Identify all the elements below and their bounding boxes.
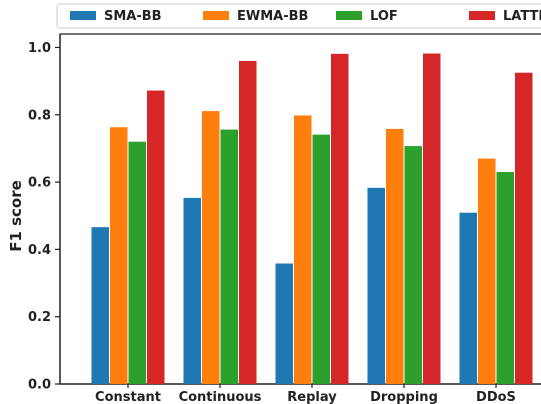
y-tick-label: 0.6 [28, 176, 51, 191]
y-axis-title: F1 score [7, 180, 25, 252]
bar-lof-constant [128, 141, 146, 384]
bar-sma-bb-replay [275, 263, 293, 384]
y-tick-label: 0.2 [28, 310, 51, 325]
x-tick-label: Dropping [370, 390, 438, 404]
bar-lof-ddos [496, 171, 514, 384]
bar-ewma-bb-continuous [202, 111, 220, 384]
x-tick-label: Replay [287, 390, 337, 404]
bar-ewma-bb-ddos [478, 158, 496, 384]
x-tick-label: Constant [95, 390, 161, 404]
x-tick-label: DDoS [476, 390, 516, 404]
y-tick-label: 1.0 [28, 41, 51, 56]
bar-lof-continuous [220, 129, 238, 384]
x-tick-label: Continuous [179, 390, 262, 404]
bar-sma-bb-dropping [367, 187, 385, 384]
legend-label-sma-bb: SMA-BB [104, 9, 162, 24]
y-axis-ticks: 0.0 0.2 0.4 0.6 0.8 1.0 [28, 41, 60, 393]
legend-swatch-lof [336, 11, 362, 20]
legend-label-lof: LOF [370, 9, 398, 24]
legend-label-ewma-bb: EWMA-BB [237, 9, 308, 24]
y-tick-label: 0.0 [28, 378, 51, 393]
y-tick-label: 0.4 [28, 243, 51, 258]
legend-swatch-ewma-bb [203, 11, 229, 20]
y-tick-label: 0.8 [28, 108, 51, 123]
bar-latte-replay [331, 53, 349, 384]
bar-latte-constant [147, 90, 165, 385]
bar-ewma-bb-replay [294, 115, 312, 384]
legend-swatch-latte [469, 11, 495, 20]
bar-latte-ddos [515, 72, 533, 385]
bar-sma-bb-continuous [183, 197, 201, 384]
bar-lof-replay [312, 134, 330, 384]
legend: SMA-BB EWMA-BB LOF LATTE [56, 3, 541, 29]
x-axis-ticks: Constant Continuous Replay Dropping DDoS [95, 384, 516, 404]
bar-sma-bb-constant [91, 227, 109, 384]
bar-ewma-bb-dropping [386, 128, 404, 384]
bar-sma-bb-ddos [459, 212, 477, 384]
bar-lof-dropping [404, 146, 422, 384]
bar-ewma-bb-constant [110, 127, 128, 384]
bar-latte-dropping [423, 53, 441, 385]
legend-swatch-sma-bb [70, 11, 96, 20]
legend-label-latte: LATTE [503, 9, 541, 24]
bars-group [91, 53, 533, 385]
legend-box [56, 3, 541, 29]
bar-latte-continuous [239, 60, 257, 385]
